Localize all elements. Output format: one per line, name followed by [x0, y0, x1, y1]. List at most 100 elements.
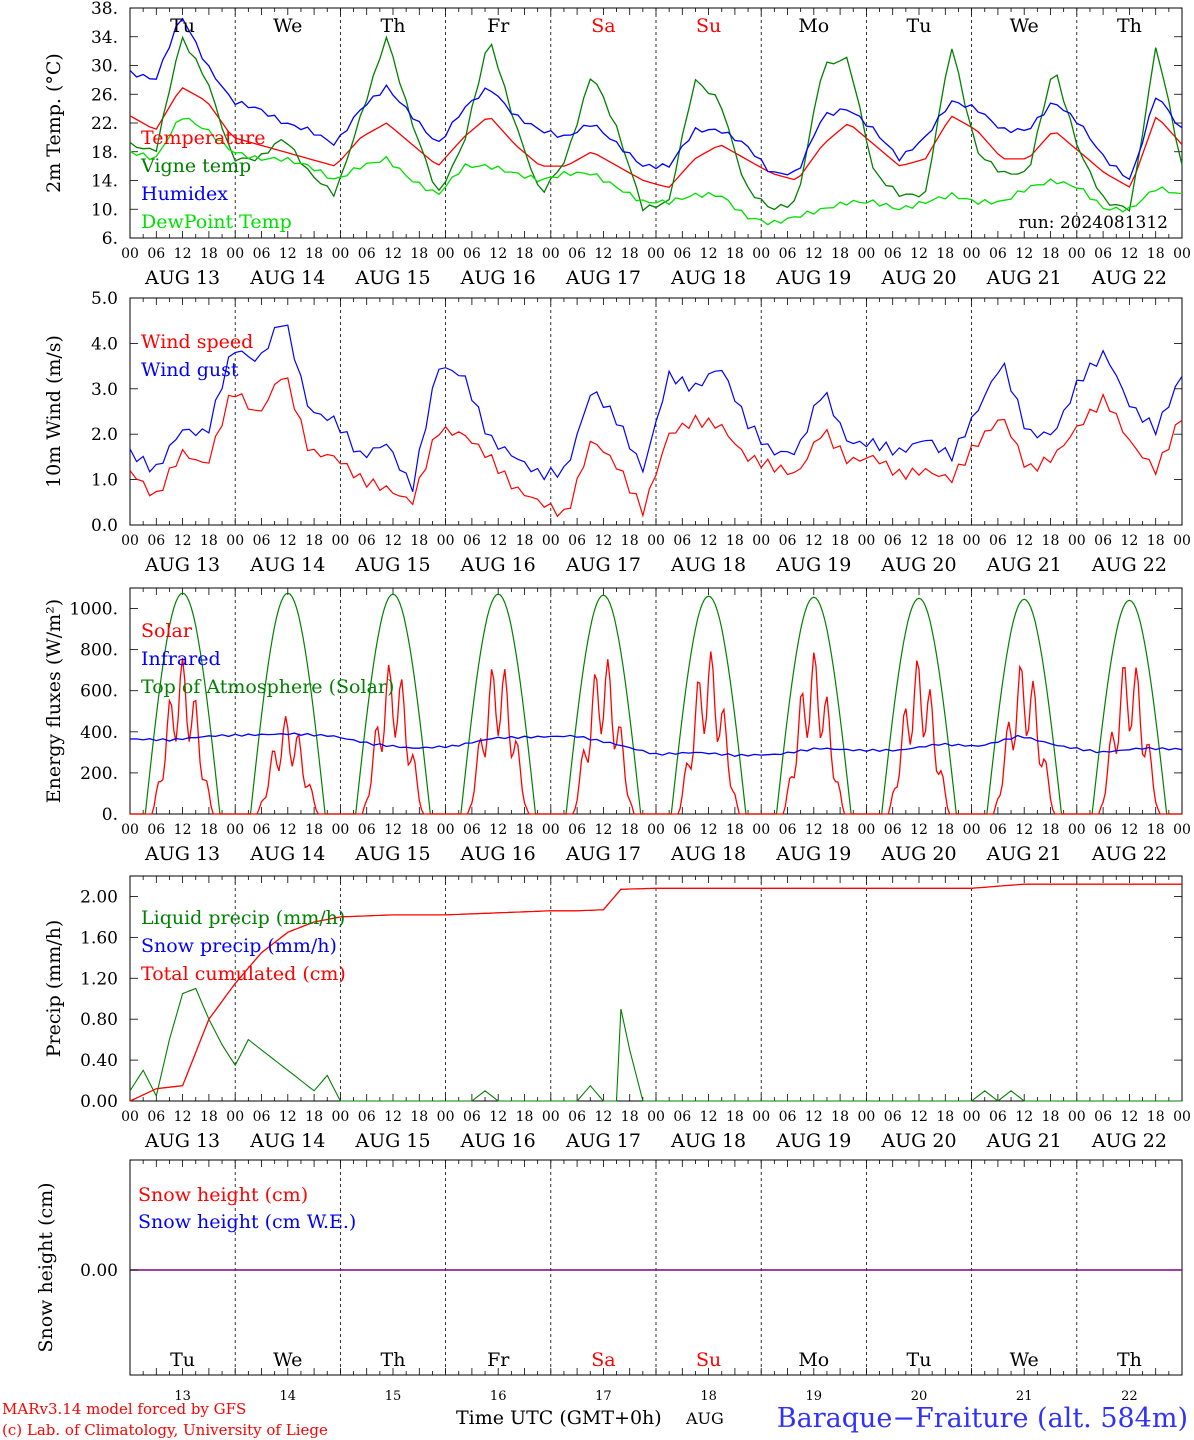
hour-tick-label: 12 [805, 533, 823, 549]
y-tick-label: 22. [91, 114, 118, 134]
hour-tick-label: 06 [779, 246, 797, 262]
hour-tick-label: 18 [621, 246, 639, 262]
hour-tick-label: 18 [305, 246, 323, 262]
hour-tick-label: 18 [516, 533, 534, 549]
day-date-label: AUG 18 [670, 1130, 746, 1152]
hour-tick-label: 18 [305, 533, 323, 549]
hour-tick-label: 00 [437, 246, 455, 262]
day-date-label: AUG 16 [460, 267, 536, 289]
hour-tick-label: 12 [489, 246, 507, 262]
hour-tick-label: 06 [253, 246, 271, 262]
hour-tick-label: 18 [936, 822, 954, 838]
day-name-label: Th [381, 15, 406, 37]
hour-tick-label: 18 [1147, 533, 1165, 549]
hour-tick-label: 06 [568, 533, 586, 549]
hour-tick-label: 00 [752, 1109, 770, 1125]
legend-vigne-temp: Vigne temp [140, 155, 251, 177]
hour-tick-label: 00 [331, 822, 349, 838]
hour-tick-label: 18 [726, 822, 744, 838]
hour-tick-label: 18 [831, 246, 849, 262]
hour-tick-label: 00 [1068, 246, 1086, 262]
day-date-label: AUG 14 [249, 1130, 325, 1152]
hour-tick-label: 12 [384, 533, 402, 549]
hour-tick-label: 06 [147, 533, 165, 549]
hour-tick-label: 12 [174, 822, 192, 838]
day-name-label: Fr [487, 15, 510, 37]
y-tick-label: 400. [80, 723, 118, 743]
hour-tick-label: 00 [857, 246, 875, 262]
hour-tick-label: 00 [542, 246, 560, 262]
day-date-label: AUG 20 [880, 554, 956, 576]
y-tick-label: 30. [91, 57, 118, 77]
y-tick-label: 0.00 [80, 1261, 118, 1281]
day-date-label: AUG 19 [775, 554, 851, 576]
day-name-label: Su [696, 15, 721, 37]
hour-tick-label: 18 [200, 533, 218, 549]
axis-label-snow: Snow height (cm) [35, 1182, 57, 1352]
hour-tick-label: 00 [542, 1109, 560, 1125]
legend-total-cumulated-cm-: Total cumulated (cm) [141, 963, 346, 985]
day-date-label: AUG 18 [670, 554, 746, 576]
hour-tick-label: 00 [963, 1109, 981, 1125]
hour-tick-label: 00 [1173, 1109, 1191, 1125]
hour-tick-label: 00 [121, 246, 139, 262]
day-date-label: AUG 18 [670, 267, 746, 289]
day-date-label: AUG 13 [144, 843, 220, 865]
axis-label-wind: 10m Wind (m/s) [43, 335, 65, 488]
day-date-label: AUG 17 [565, 554, 641, 576]
hour-tick-label: 18 [1042, 822, 1060, 838]
hour-tick-label: 12 [700, 1109, 718, 1125]
hour-tick-label: 12 [174, 533, 192, 549]
hour-tick-label: 12 [1120, 246, 1138, 262]
hour-tick-label: 06 [568, 246, 586, 262]
hour-tick-label: 00 [542, 533, 560, 549]
series-line-wind-0 [129, 377, 1183, 518]
hour-tick-label: 12 [700, 822, 718, 838]
day-name-label: Su [696, 1349, 721, 1371]
hour-tick-label: 12 [1015, 822, 1033, 838]
day-date-label: AUG 16 [460, 1130, 536, 1152]
legend-top-of-atmosphere-solar-: Top of Atmosphere (Solar) [141, 676, 394, 698]
day-name-label: Th [381, 1349, 406, 1371]
day-name-label: Sa [591, 1349, 615, 1371]
hour-tick-label: 06 [779, 533, 797, 549]
day-name-label: Tu [907, 15, 932, 37]
hour-tick-label: 06 [989, 822, 1007, 838]
hour-tick-label: 00 [963, 533, 981, 549]
series-line-total-cumulated [129, 883, 1182, 1102]
hour-tick-label: 18 [936, 533, 954, 549]
hour-tick-label: 06 [673, 246, 691, 262]
day-date-label: AUG 20 [880, 1130, 956, 1152]
day-date-label: AUG 17 [565, 843, 641, 865]
hour-tick-label: 06 [358, 533, 376, 549]
hour-tick-label: 18 [831, 1109, 849, 1125]
day-date-label: AUG 19 [775, 843, 851, 865]
hour-tick-label: 06 [1094, 533, 1112, 549]
legend-liquid-precip-mm-h-: Liquid precip (mm/h) [141, 907, 345, 929]
hour-tick-label: 00 [647, 533, 665, 549]
day-name-label: Sa [591, 15, 615, 37]
hour-tick-label: 06 [1094, 822, 1112, 838]
day-date-label: AUG 13 [144, 1130, 220, 1152]
series-line-humidex [129, 17, 1183, 181]
hour-tick-label: 12 [1015, 246, 1033, 262]
y-tick-label: 0.0 [91, 516, 118, 536]
hour-tick-label: 06 [779, 822, 797, 838]
model-credit: MARv3.14 model forced by GFS [2, 1400, 246, 1418]
legend-temperature: Temperature [141, 127, 265, 149]
hour-tick-label: 12 [489, 533, 507, 549]
hour-tick-label: 18 [831, 533, 849, 549]
hour-tick-label: 00 [857, 533, 875, 549]
hour-tick-label: 12 [594, 822, 612, 838]
day-number-label: 18 [700, 1389, 717, 1404]
day-number-label: 14 [280, 1389, 297, 1404]
hour-tick-label: 00 [226, 822, 244, 838]
hour-tick-label: 18 [621, 1109, 639, 1125]
day-name-label: Mo [798, 15, 829, 37]
day-name-label: We [273, 15, 302, 37]
hour-tick-label: 18 [621, 533, 639, 549]
hour-tick-label: 18 [410, 533, 428, 549]
hour-tick-label: 00 [331, 246, 349, 262]
series-line-dew [129, 117, 1183, 226]
